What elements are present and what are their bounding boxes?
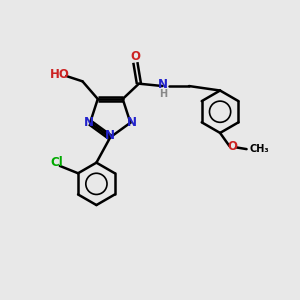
Text: O: O [130, 50, 140, 63]
Text: N: N [105, 129, 115, 142]
Text: H: H [159, 89, 167, 99]
Text: N: N [84, 116, 94, 129]
Text: O: O [227, 140, 237, 153]
Text: CH₃: CH₃ [250, 144, 269, 154]
Text: HO: HO [50, 68, 70, 81]
Text: N: N [127, 116, 137, 129]
Text: N: N [158, 78, 168, 92]
Text: Cl: Cl [50, 156, 63, 169]
